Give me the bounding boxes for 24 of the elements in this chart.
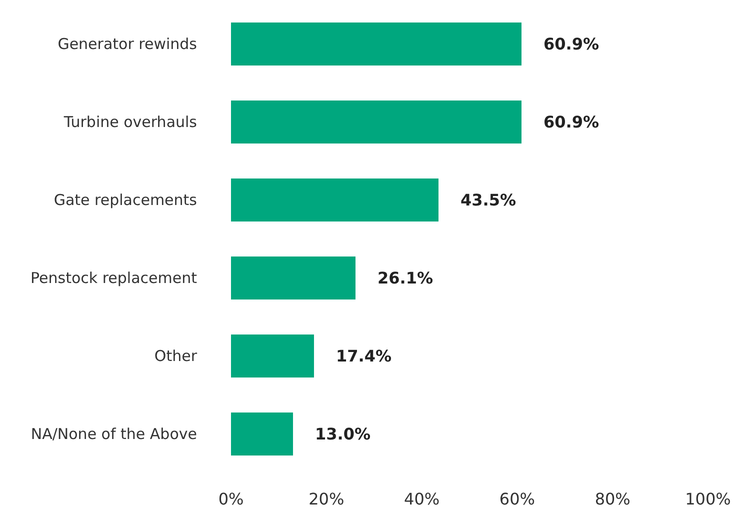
data-label: 26.1% (377, 268, 434, 288)
data-label: 43.5% (460, 190, 516, 210)
bar (231, 334, 314, 378)
y-tick-label: Generator rewinds (58, 35, 198, 53)
y-tick-label: Turbine overhauls (62, 113, 198, 131)
bar (231, 178, 438, 222)
bar (231, 100, 522, 144)
data-label: 60.9% (543, 112, 600, 132)
x-tick-label: 60% (499, 490, 535, 508)
x-tick-label: 40% (404, 490, 440, 508)
y-tick-label: NA/None of the Above (30, 425, 197, 443)
data-label: 60.9% (543, 34, 600, 54)
y-tick-label: Gate replacements (54, 191, 198, 209)
bar (231, 256, 356, 300)
bar (231, 412, 294, 456)
bar (231, 22, 522, 66)
x-tick-label: 0% (218, 490, 244, 508)
y-tick-label: Penstock replacement (30, 269, 198, 287)
data-label: 13.0% (315, 424, 371, 444)
x-tick-label: 80% (594, 490, 630, 508)
x-tick-label: 100% (685, 490, 731, 508)
data-label: 17.4% (336, 346, 392, 366)
y-tick-label: Other (154, 347, 198, 365)
x-tick-label: 20% (308, 490, 344, 508)
